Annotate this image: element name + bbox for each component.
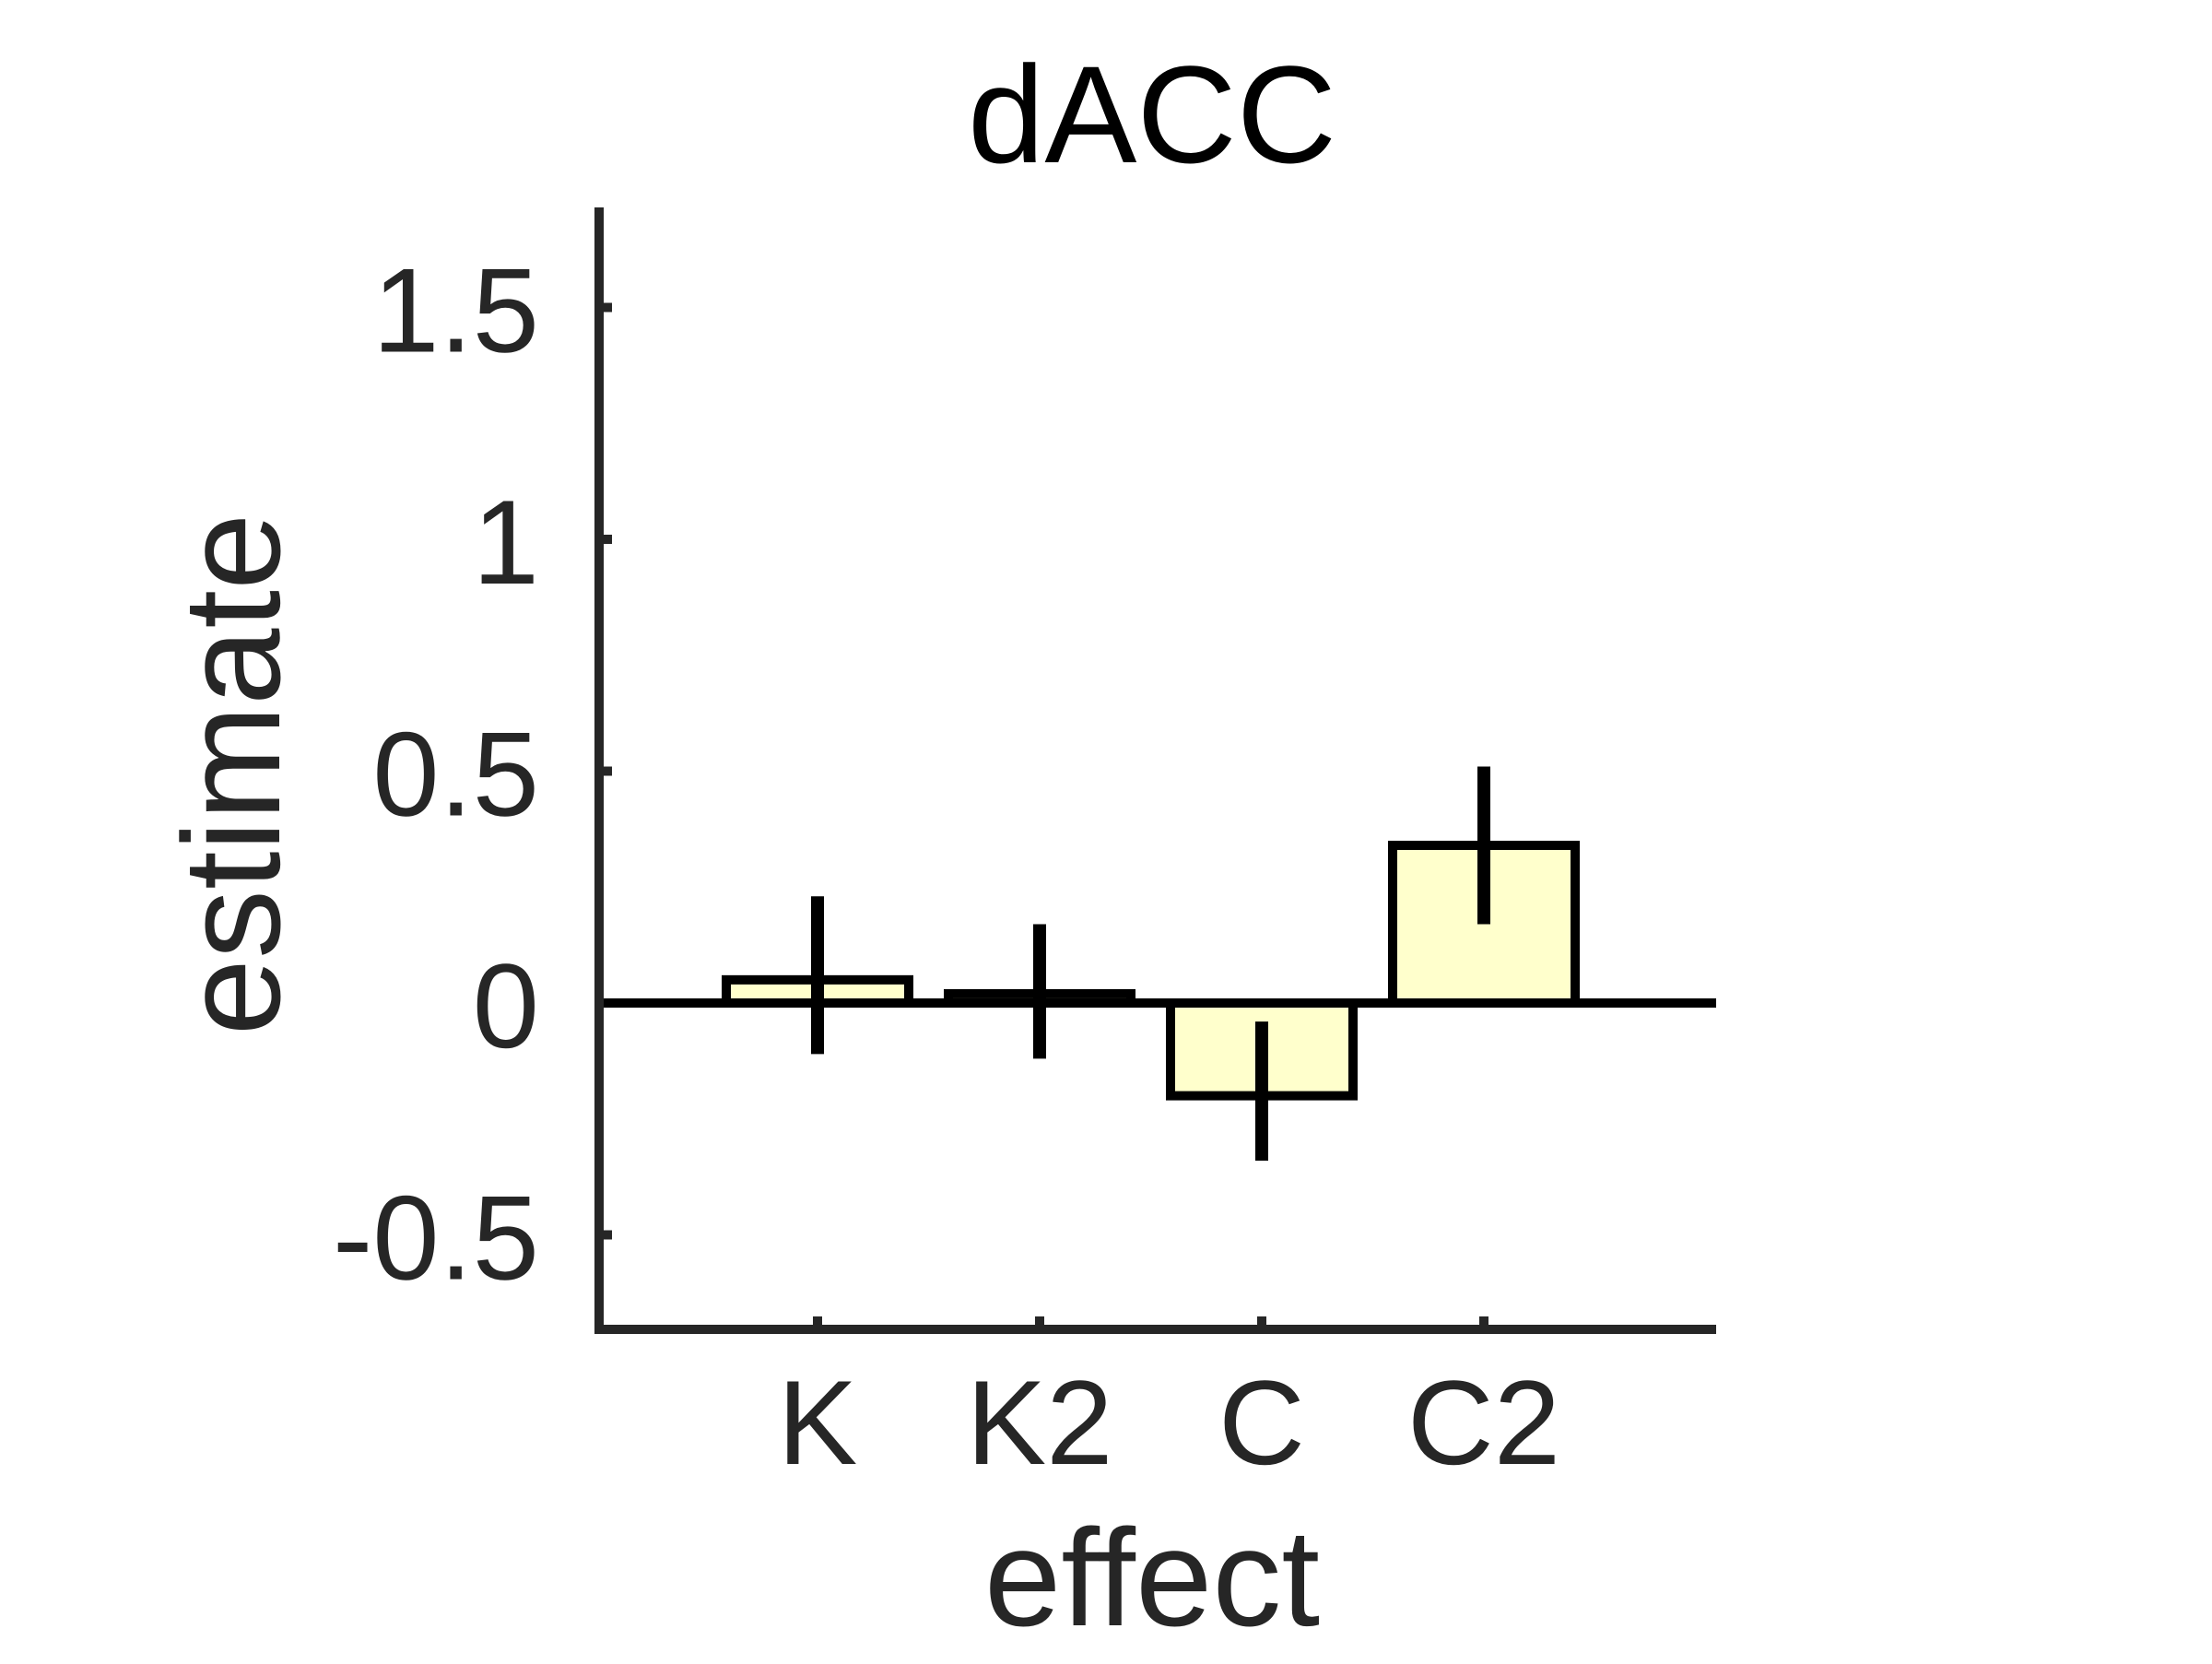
x-tick-label: C2 bbox=[1407, 1355, 1560, 1490]
x-tick-label: C bbox=[1218, 1355, 1305, 1490]
x-axis-label: effect bbox=[984, 1500, 1320, 1655]
y-tick-label: 1 bbox=[473, 475, 539, 609]
y-tick-label: -0.5 bbox=[333, 1171, 539, 1305]
x-tick-label: K2 bbox=[966, 1355, 1112, 1490]
chart-title: dACC bbox=[968, 37, 1336, 192]
plot-area: -0.5 0 0.5 1 1.5 K K2 C C2 bbox=[333, 207, 1716, 1490]
y-tick-label: 0 bbox=[473, 938, 539, 1073]
y-tick-label: 1.5 bbox=[372, 243, 539, 378]
x-tick-label: K bbox=[778, 1355, 858, 1490]
y-tick-label: 0.5 bbox=[372, 707, 539, 842]
y-axis-label: estimate bbox=[154, 513, 309, 1036]
